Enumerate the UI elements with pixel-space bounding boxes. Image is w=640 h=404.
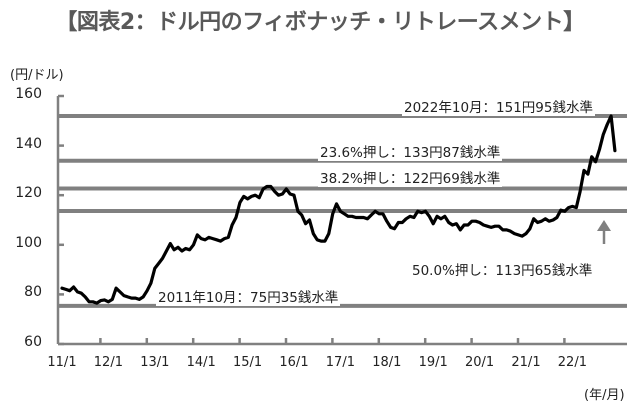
- x-tick-label: 22/1: [557, 355, 587, 370]
- annotation-high: 2022年10月：151円95銭水準: [402, 96, 595, 116]
- x-tick-label: 12/1: [93, 355, 123, 370]
- x-tick-label: 18/1: [372, 355, 402, 370]
- annotation-38-2: 38.2%押し：122円69銭水準: [318, 167, 503, 187]
- y-tick-label: 120: [15, 185, 42, 202]
- y-tick-label: 160: [15, 86, 42, 102]
- annotation-50-0: 50.0%押し：113円65銭水準: [410, 259, 595, 279]
- y-tick-label: 100: [15, 234, 42, 251]
- y-tick-label: 80: [24, 284, 42, 301]
- x-tick-label: 21/1: [511, 355, 541, 370]
- x-tick-label: 13/1: [140, 355, 170, 370]
- x-tick-label: 16/1: [279, 355, 309, 370]
- y-axis-unit: (円/ドル): [10, 68, 64, 83]
- y-tick-label: 140: [15, 135, 42, 152]
- usdjpy-series-line: [60, 114, 617, 305]
- y-tick-label: 60: [24, 334, 42, 350]
- axes: [56, 94, 627, 346]
- annotation-low: 2011年10月：75円35銭水準: [156, 286, 341, 306]
- arrow-up-icon: [597, 220, 611, 244]
- x-tick-label: 15/1: [232, 355, 263, 370]
- x-tick-label: 17/1: [325, 355, 355, 370]
- x-tick-label: 19/1: [418, 355, 448, 370]
- x-axis-unit: (年/月): [584, 388, 625, 403]
- x-tick-label: 11/1: [47, 355, 77, 370]
- x-tick-label: 14/1: [186, 355, 216, 370]
- annotation-23-6: 23.6%押し：133円87銭水準: [318, 141, 503, 161]
- chart-title: 【図表2：ドル円のフィボナッチ・リトレースメント】: [55, 10, 585, 35]
- x-tick-label: 20/1: [464, 355, 495, 370]
